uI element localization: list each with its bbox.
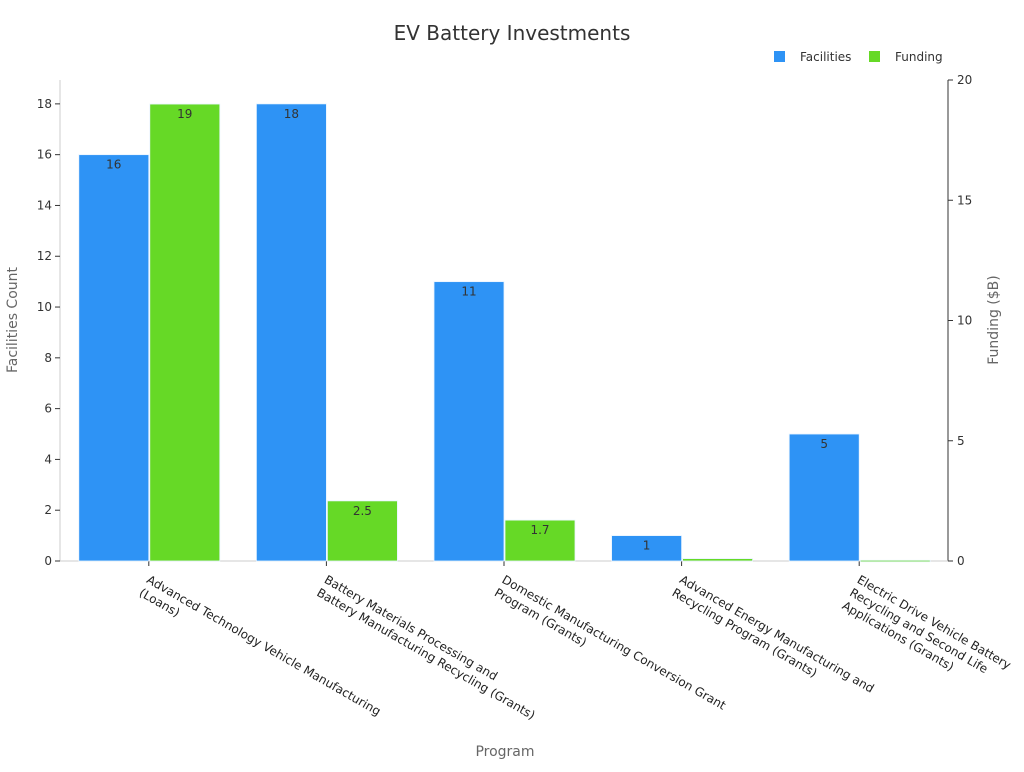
bar-funding (682, 558, 753, 562)
y-tick-label: 12 (37, 249, 52, 263)
data-label: 16 (106, 158, 121, 172)
bar-funding (859, 559, 931, 563)
y-axis-label: Facilities Count (5, 266, 21, 373)
y-tick-label: 6 (44, 402, 52, 416)
y2-tick-label: 20 (957, 73, 972, 87)
bar-funding (149, 103, 221, 562)
legend: Facilities Funding (774, 50, 943, 64)
data-label: 2.5 (353, 504, 372, 518)
legend-label-facilities: Facilities (800, 50, 851, 64)
bar-facilities (255, 103, 327, 562)
y-tick-label: 16 (37, 148, 52, 162)
legend-label-funding: Funding (895, 50, 943, 64)
y-tick-label: 14 (37, 198, 52, 212)
data-label: 5 (820, 437, 828, 451)
y-tick-label: 0 (44, 554, 52, 568)
bar-funding (504, 519, 576, 562)
chart-title: EV Battery Investments (394, 21, 631, 45)
y-tick-label: 4 (44, 452, 52, 466)
y-tick-label: 2 (44, 503, 52, 517)
data-label: 18 (284, 107, 299, 121)
y2-tick-label: 5 (957, 434, 965, 448)
data-label: 1 (643, 539, 651, 553)
bar-funding (326, 500, 398, 562)
data-label: 1.7 (530, 523, 549, 537)
y2-axis-label: Funding ($B) (986, 275, 1002, 364)
y2-tick-label: 15 (957, 193, 972, 207)
legend-swatch-facilities (774, 51, 785, 62)
y-tick-label: 18 (37, 97, 52, 111)
x-axis-label: Program (475, 744, 534, 760)
data-label: 19 (177, 107, 192, 121)
y2-tick-label: 10 (957, 314, 972, 328)
bar-facilities (611, 535, 682, 562)
y-tick-label: 8 (44, 351, 52, 365)
bar-facilities (788, 433, 860, 562)
bar-facilities (433, 281, 505, 562)
y2-tick-label: 0 (957, 554, 965, 568)
y-tick-label: 10 (37, 300, 52, 314)
bar-facilities (78, 154, 150, 562)
data-label: 11 (461, 285, 476, 299)
legend-swatch-funding (869, 51, 880, 62)
